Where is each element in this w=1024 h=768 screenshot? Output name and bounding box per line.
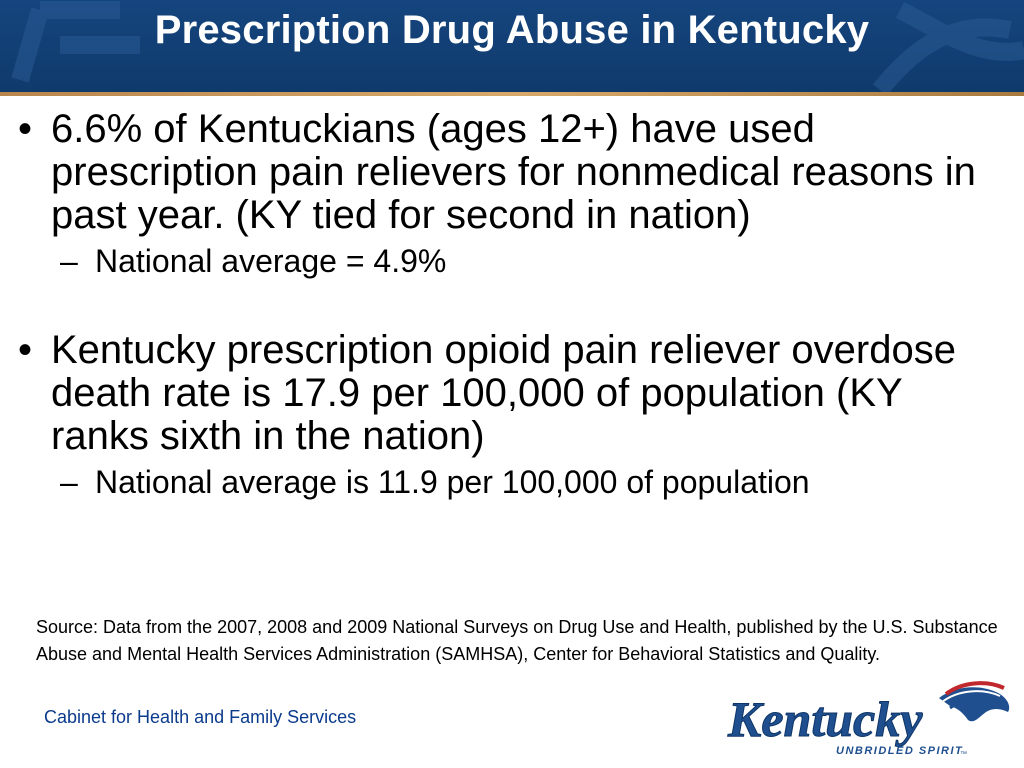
bullet-icon: •	[18, 107, 33, 151]
dash-icon: –	[60, 464, 78, 500]
footer-agency-name: Cabinet for Health and Family Services	[44, 707, 357, 727]
bullet-text: Kentucky prescription opioid pain reliev…	[51, 328, 956, 458]
sub-bullet-text: National average = 4.9%	[95, 243, 447, 279]
dash-icon: –	[60, 243, 78, 279]
kentucky-watermark-icon	[11, 1, 1024, 92]
horse-icon	[939, 681, 1010, 722]
logo-tagline: UNBRIDLED SPIRIT	[836, 745, 963, 757]
bullet-text: 6.6% of Kentuckians (ages 12+) have used…	[51, 107, 976, 237]
slide-title: Prescription Drug Abuse in Kentucky	[154, 8, 870, 52]
spacer	[18, 281, 1008, 329]
sub-bullet-item: – National average = 4.9%	[18, 241, 1008, 281]
source-citation: Source: Data from the 2007, 2008 and 200…	[36, 617, 998, 664]
trademark-symbol: ™	[960, 751, 967, 758]
kentucky-logo: Kentucky UNBRIDLED SPIRIT ™	[727, 681, 1010, 758]
logo-wordmark: Kentucky	[727, 691, 923, 747]
bullet-item: • Kentucky prescription opioid pain reli…	[18, 329, 1008, 458]
bullet-item: • 6.6% of Kentuckians (ages 12+) have us…	[18, 108, 1008, 237]
title-bar: Prescription Drug Abuse in Kentucky	[0, 0, 1024, 92]
sub-bullet-text: National average is 11.9 per 100,000 of …	[95, 464, 810, 500]
slide-body: • 6.6% of Kentuckians (ages 12+) have us…	[18, 108, 1008, 502]
sub-bullet-item: – National average is 11.9 per 100,000 o…	[18, 462, 1008, 502]
bullet-icon: •	[18, 328, 33, 372]
title-accent-rule	[0, 92, 1024, 96]
